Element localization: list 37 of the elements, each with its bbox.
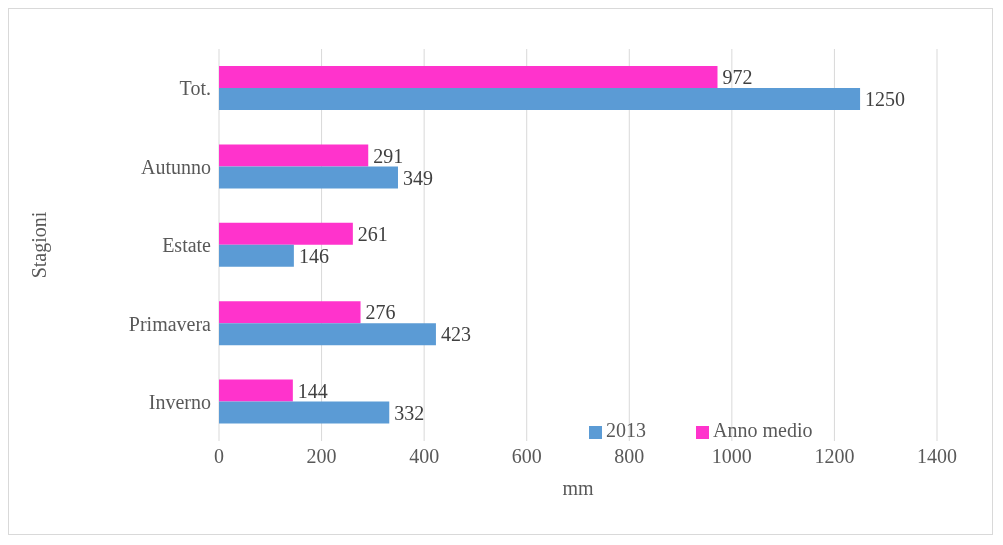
x-tick-label: 1400 [917, 445, 957, 468]
x-axis-title: mm [562, 477, 594, 499]
y-tick-label: Tot. [179, 77, 211, 100]
bar [219, 222, 353, 245]
bar [219, 244, 294, 267]
x-tick-label: 0 [214, 445, 224, 468]
data-label: 349 [402, 166, 433, 189]
x-tick-label: 1000 [711, 445, 752, 468]
x-tick-label: 1200 [814, 445, 855, 468]
bar [219, 323, 436, 346]
bar [219, 379, 293, 402]
data-label: 144 [297, 379, 328, 402]
y-tick-label: Autunno [141, 155, 211, 178]
y-axis-title: Stagioni [28, 211, 52, 279]
bar [219, 301, 361, 324]
x-tick-label: 800 [614, 445, 645, 468]
bar [219, 144, 369, 167]
data-label: 146 [298, 244, 329, 267]
legend-label: 2013 [606, 419, 646, 441]
y-tick-label: Primavera [128, 312, 212, 335]
x-tick-label: 200 [306, 445, 337, 468]
x-tick-label: 400 [409, 445, 440, 468]
data-label: 276 [365, 301, 396, 324]
bar [219, 166, 398, 189]
x-tick-label: 600 [511, 445, 542, 468]
data-label: 1250 [865, 88, 906, 111]
legend-label: Anno medio [713, 419, 813, 441]
data-label: 261 [357, 222, 388, 245]
data-label: 291 [373, 144, 404, 167]
data-label: 332 [394, 401, 425, 424]
bar [219, 88, 861, 110]
y-tick-label: Inverno [148, 390, 211, 413]
y-tick-label: Estate [162, 234, 212, 257]
data-label: 972 [722, 66, 753, 89]
bar [219, 66, 718, 88]
data-label: 423 [440, 323, 471, 346]
bar [219, 401, 390, 424]
